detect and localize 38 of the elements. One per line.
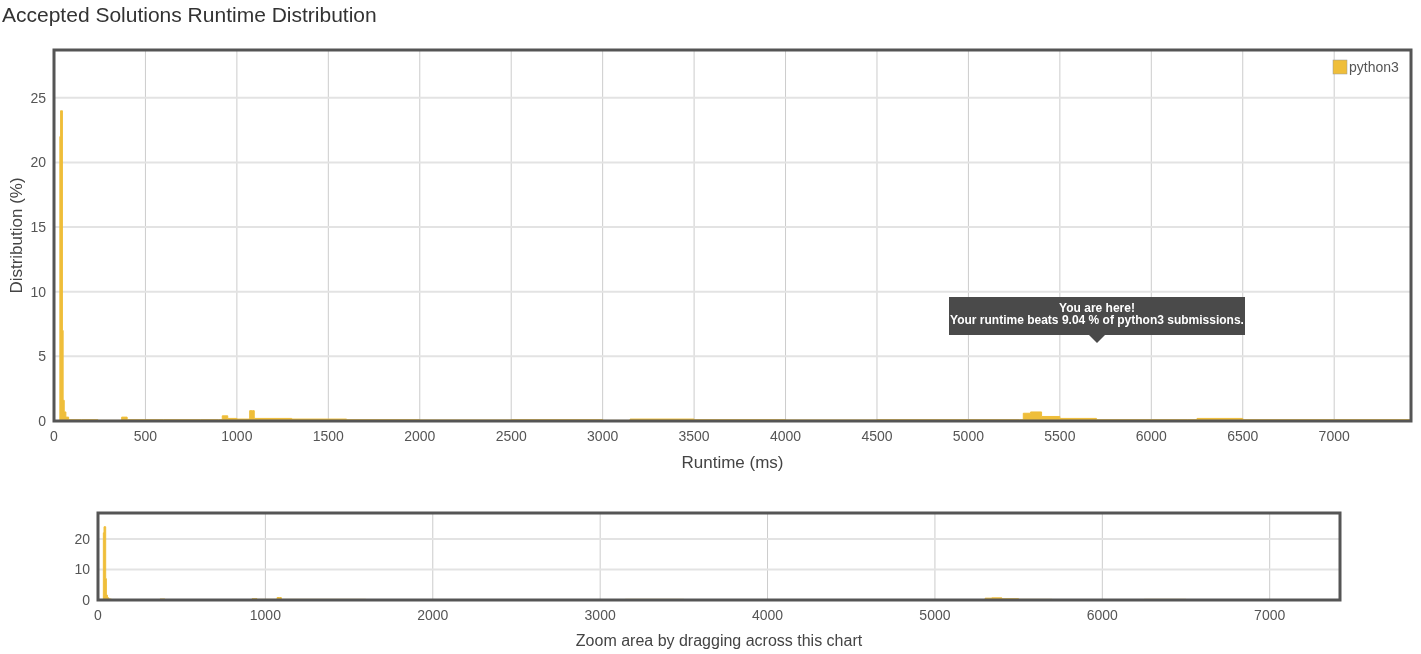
- x-tick-label: 6000: [1135, 428, 1168, 444]
- x-tick-label: 4000: [751, 607, 784, 623]
- x-tick-label: 2000: [417, 607, 449, 623]
- y-tick-label: 0: [82, 592, 91, 608]
- legend-label: python3: [1349, 59, 1400, 75]
- y-tick-label: 0: [38, 413, 47, 429]
- x-tick-label: 4000: [769, 428, 802, 444]
- x-tick-label: 2500: [495, 428, 527, 444]
- x-tick-label: 6000: [1086, 607, 1119, 623]
- x-tick-label: 3500: [678, 428, 710, 444]
- y-tick-label: 10: [74, 561, 91, 578]
- y-axis-title: Distribution (%): [7, 177, 26, 294]
- annotation: You are here! Your runtime beats 9.04 % of python3 submissions.: [950, 301, 1244, 327]
- x-tick-label: 500: [133, 428, 158, 444]
- x-tick-label: 7000: [1318, 428, 1350, 444]
- y-tick-label: 15: [30, 219, 47, 236]
- x-tick-label: 3000: [584, 607, 616, 623]
- x-tick-label: 2000: [404, 428, 436, 444]
- x-tick-label: 5500: [1044, 428, 1076, 444]
- y-tick-label: 5: [38, 348, 47, 365]
- y-tick-label: 20: [30, 154, 47, 171]
- x-tick-label: 7000: [1254, 607, 1286, 623]
- x-axis-title: Zoom area by dragging across this chart: [575, 632, 863, 649]
- x-tick-label: 1000: [249, 607, 282, 623]
- y-tick-label: 10: [30, 283, 47, 300]
- chart-title: Accepted Solutions Runtime Distribution: [2, 3, 377, 26]
- x-tick-label: 0: [50, 428, 59, 444]
- x-tick-label: 4500: [861, 428, 893, 444]
- x-tick-label: 3000: [587, 428, 619, 444]
- x-tick-label: 5000: [919, 607, 951, 623]
- x-tick-label: 1500: [312, 428, 345, 444]
- x-axis-title: Runtime (ms): [681, 453, 784, 472]
- y-tick-label: 25: [30, 89, 47, 106]
- x-tick-label: 0: [94, 607, 103, 623]
- x-tick-label: 6500: [1227, 428, 1259, 444]
- y-tick-label: 20: [74, 530, 91, 547]
- x-tick-label: 5000: [952, 428, 985, 444]
- x-tick-label: 1000: [221, 428, 253, 444]
